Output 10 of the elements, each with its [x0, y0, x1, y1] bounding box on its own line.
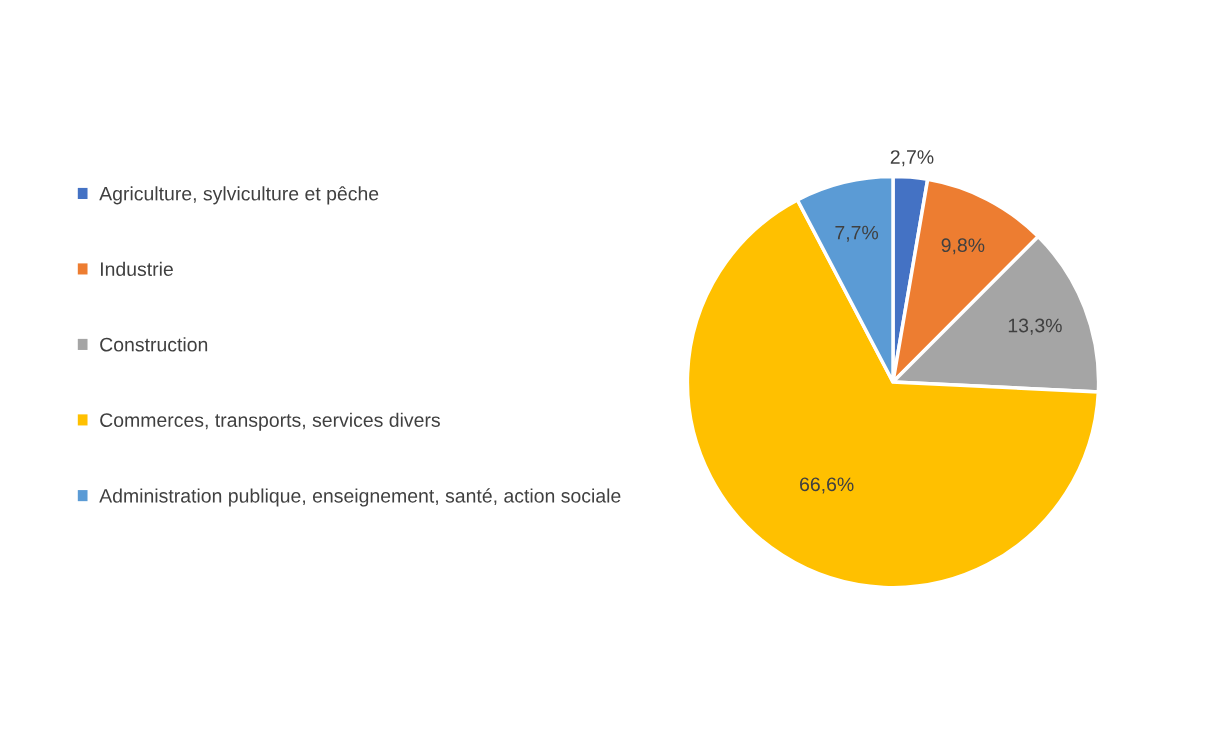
legend-label: Commerces, transports, services divers — [100, 412, 440, 431]
legend-label: Construction — [100, 337, 208, 352]
legend-label: Industrie — [100, 261, 173, 277]
data-label: 2,7% — [890, 150, 934, 167]
legend-label: Administration publique, enseignement, santé, action sociale — [99, 488, 621, 507]
legend-label: Agriculture, sylviculture et pêche — [99, 186, 379, 205]
data-label: 9,8% — [941, 238, 985, 255]
data-label: 66,6% — [800, 477, 854, 494]
data-label: 13,3% — [1008, 318, 1062, 335]
data-label: 7,7% — [835, 225, 879, 242]
